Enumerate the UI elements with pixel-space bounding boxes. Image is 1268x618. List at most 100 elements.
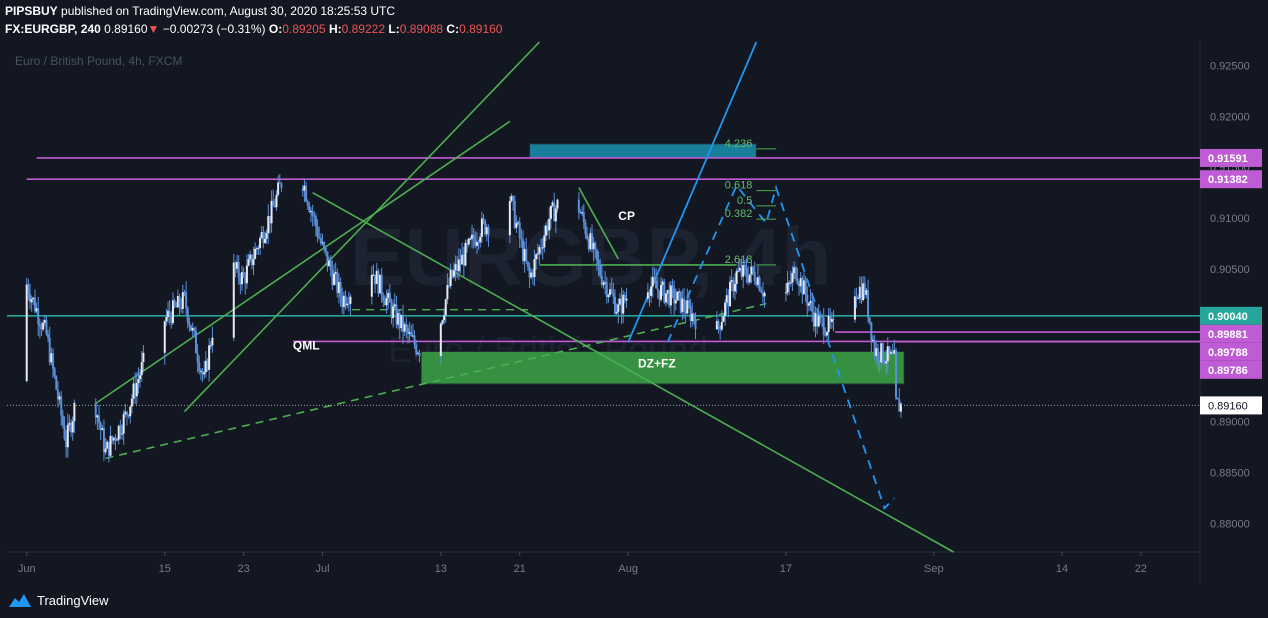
candle-body bbox=[617, 304, 620, 312]
candle-body bbox=[370, 274, 373, 297]
candle-body bbox=[791, 272, 794, 283]
candle-body bbox=[625, 298, 628, 301]
author[interactable]: PIPSBUY bbox=[5, 4, 58, 18]
candle-body bbox=[142, 352, 145, 363]
candle-body bbox=[405, 324, 408, 329]
open-label: O: bbox=[268, 22, 283, 36]
candle-body bbox=[518, 222, 521, 239]
candle-body bbox=[240, 272, 243, 285]
candle-body bbox=[183, 292, 186, 294]
candle-body bbox=[260, 232, 263, 239]
candle-body bbox=[42, 322, 45, 330]
candle-body bbox=[392, 306, 395, 319]
current-price-tag bbox=[1200, 396, 1262, 415]
candle-body bbox=[873, 339, 876, 357]
level-price-label: 0.89881 bbox=[1208, 329, 1248, 341]
candle-body bbox=[806, 294, 809, 306]
candle-body bbox=[135, 382, 138, 397]
candle-body bbox=[832, 318, 835, 320]
candle-body bbox=[487, 227, 490, 236]
candle-body bbox=[729, 281, 732, 307]
candle-body bbox=[127, 414, 130, 417]
candle-body bbox=[94, 402, 97, 418]
candle-body bbox=[397, 313, 400, 325]
fib-label: 2.618 bbox=[725, 254, 753, 266]
candle-body bbox=[535, 254, 538, 260]
candle-body bbox=[247, 259, 250, 266]
x-tick-label: 23 bbox=[238, 563, 250, 575]
candle-body bbox=[196, 353, 199, 363]
candle-body bbox=[310, 211, 313, 213]
candle-body bbox=[303, 185, 306, 191]
tradingview-brand[interactable]: TradingView bbox=[8, 592, 109, 608]
candle-body bbox=[277, 182, 280, 195]
y-tick-label: 0.91000 bbox=[1210, 213, 1250, 225]
candle-body bbox=[860, 286, 863, 301]
candle-body bbox=[804, 280, 807, 295]
candle-body bbox=[308, 205, 311, 213]
annotation-dzfz: DZ+FZ bbox=[638, 357, 676, 371]
candle-body bbox=[125, 411, 128, 415]
candle-body bbox=[337, 281, 340, 293]
candle-body bbox=[255, 248, 258, 250]
candle-body bbox=[111, 435, 114, 441]
candle-body bbox=[27, 284, 30, 295]
candle-body bbox=[43, 320, 46, 323]
candle-body bbox=[480, 218, 483, 237]
candle-body bbox=[448, 285, 451, 287]
candle-body bbox=[116, 439, 119, 441]
candle-body bbox=[786, 282, 789, 293]
candle-body bbox=[416, 352, 419, 354]
candle-body bbox=[807, 303, 810, 306]
level-price-tag bbox=[1200, 148, 1262, 167]
candles[interactable] bbox=[25, 173, 902, 463]
candle-body bbox=[865, 290, 868, 295]
candle-body bbox=[68, 422, 71, 425]
candle-body bbox=[53, 368, 56, 377]
candle-body bbox=[663, 281, 666, 303]
candle-body bbox=[449, 270, 452, 286]
candle-body bbox=[883, 361, 886, 364]
candle-body bbox=[35, 308, 38, 312]
candle-body bbox=[393, 304, 396, 307]
candle-body bbox=[660, 285, 663, 300]
symbol-label: FX:EURGBP, 240 bbox=[5, 22, 101, 36]
candle-body bbox=[732, 280, 735, 292]
candle-body bbox=[252, 258, 255, 266]
candle-body bbox=[262, 232, 265, 243]
candle-body bbox=[821, 315, 824, 318]
candle-body bbox=[871, 339, 874, 341]
candle-body bbox=[99, 422, 102, 431]
candle-body bbox=[554, 208, 557, 222]
candle-body bbox=[344, 295, 347, 306]
candle-body bbox=[66, 424, 69, 448]
candle-body bbox=[254, 248, 257, 259]
candle-body bbox=[446, 285, 449, 300]
candle-body bbox=[472, 234, 475, 241]
candle-body bbox=[52, 353, 55, 369]
candle-body bbox=[313, 215, 316, 217]
level-price-label: 0.91591 bbox=[1208, 153, 1248, 165]
candle-body bbox=[193, 328, 196, 332]
candle-body bbox=[267, 215, 270, 233]
candle-body bbox=[33, 297, 36, 312]
candle-body bbox=[717, 320, 720, 327]
supply-zone bbox=[529, 143, 757, 159]
candle-body bbox=[413, 335, 416, 345]
candle-body bbox=[132, 383, 135, 399]
candle-body bbox=[546, 225, 549, 231]
candle-body bbox=[58, 396, 61, 400]
projection-path bbox=[666, 183, 896, 510]
candle-body bbox=[318, 237, 321, 239]
candle-body bbox=[102, 428, 105, 453]
candle-body bbox=[694, 319, 697, 330]
candle-body bbox=[385, 298, 388, 306]
candle-body bbox=[319, 238, 322, 244]
candle-body bbox=[443, 315, 446, 321]
candle-body bbox=[170, 316, 173, 324]
candle-body bbox=[671, 285, 674, 288]
candle-body bbox=[589, 233, 592, 250]
candle-body bbox=[543, 235, 546, 248]
trend-line bbox=[578, 187, 619, 260]
